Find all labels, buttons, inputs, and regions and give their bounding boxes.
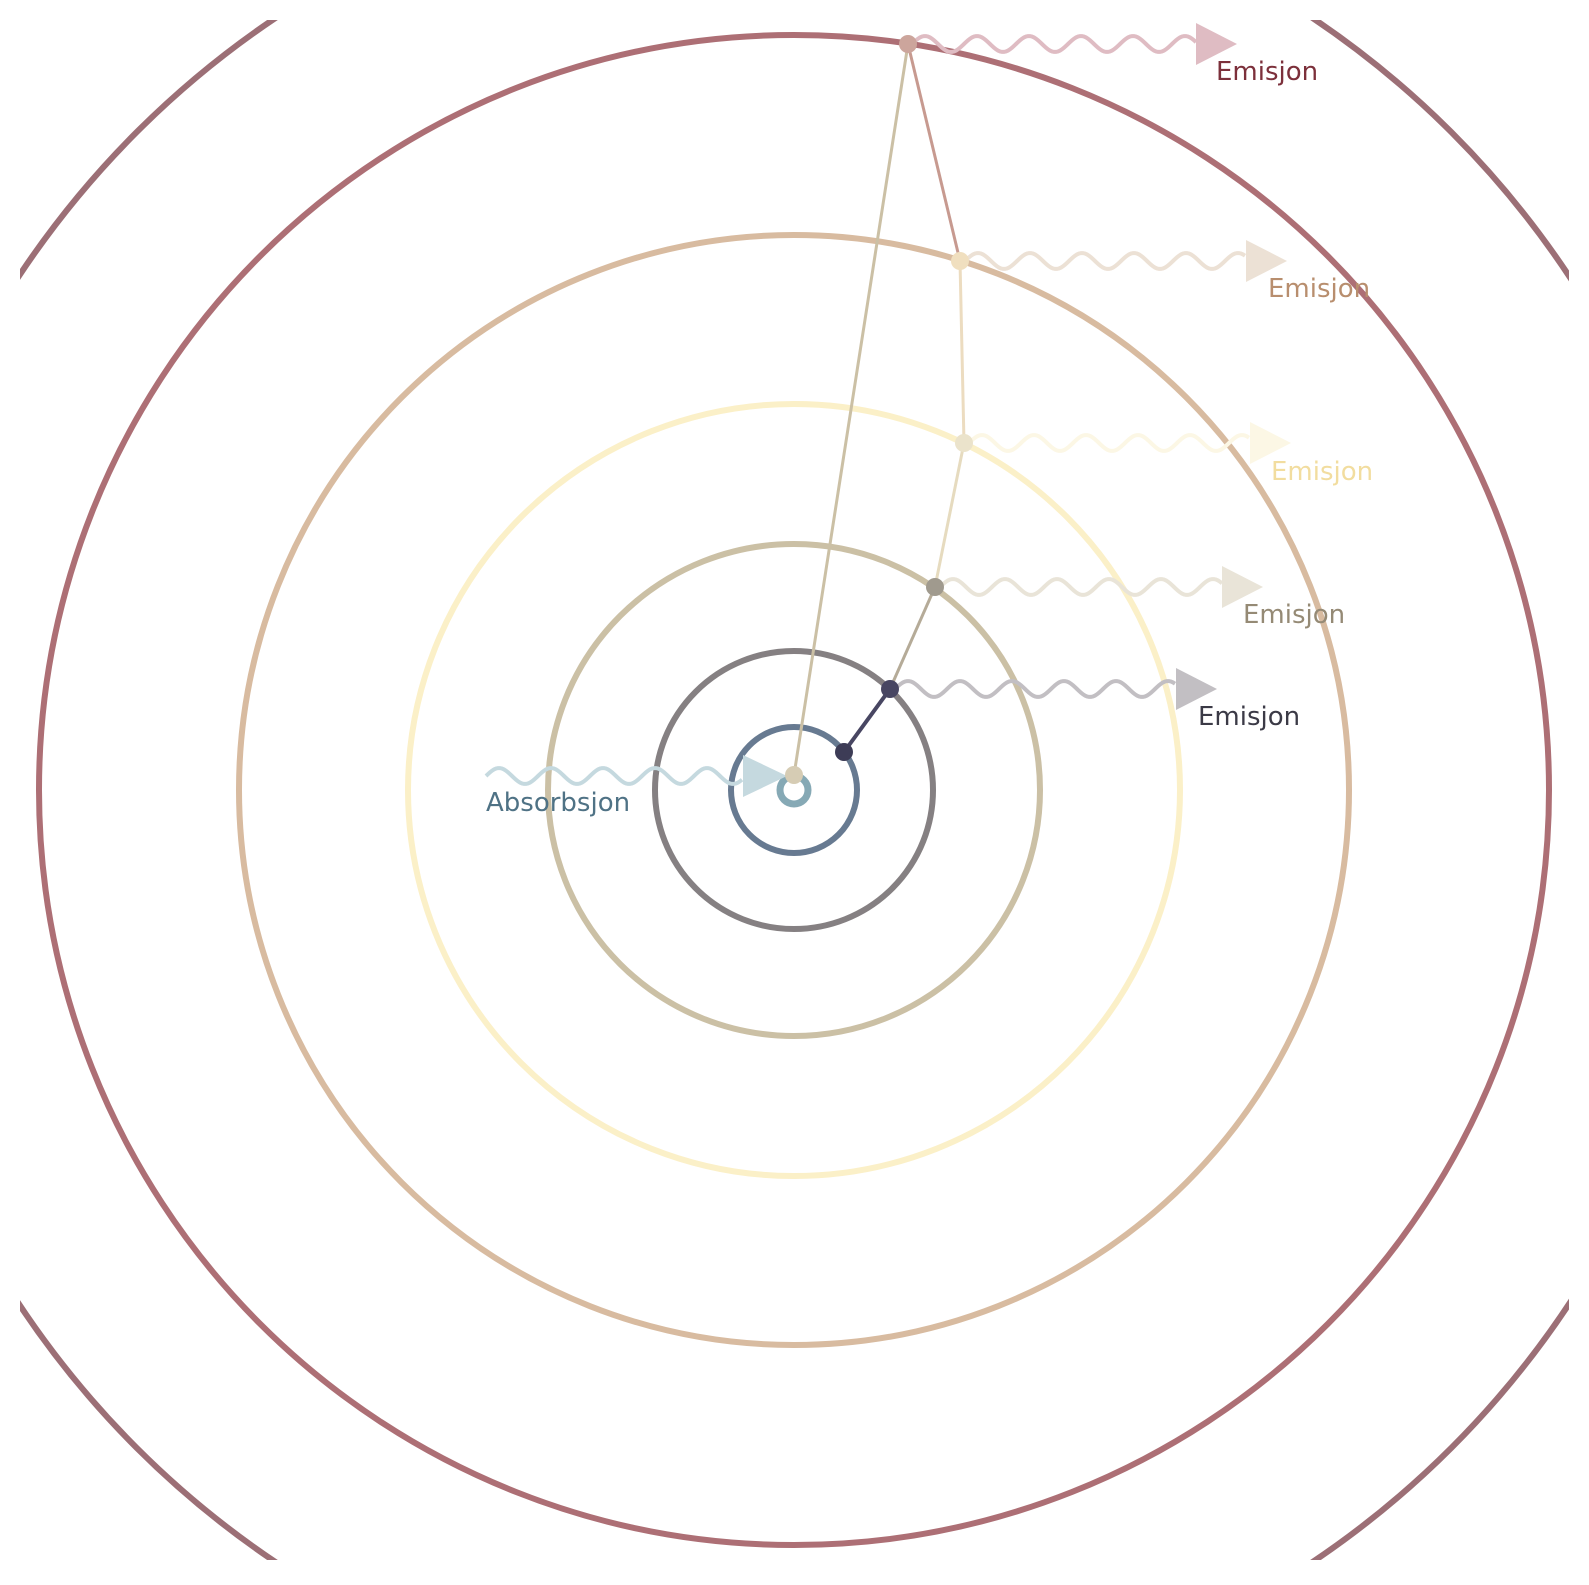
transition-line-5-4 bbox=[958, 260, 966, 444]
emission-label-2: Emisjon bbox=[1198, 702, 1300, 732]
absorption-label: Absorbsjon bbox=[486, 788, 630, 818]
electron-shell-6 bbox=[899, 35, 917, 53]
emission-label-5: Emisjon bbox=[1268, 274, 1370, 304]
emission-arrowhead-4 bbox=[1250, 422, 1291, 464]
shell-4 bbox=[405, 401, 1183, 1179]
electron-excited-start bbox=[785, 766, 803, 784]
emission-wave-4 bbox=[967, 433, 1251, 453]
absorption-arrowhead bbox=[743, 755, 787, 797]
transition-line-2-1 bbox=[842, 687, 892, 754]
emission-arrowhead-2 bbox=[1176, 668, 1217, 710]
emission-label-6: Emisjon bbox=[1216, 57, 1318, 87]
emission-label-3: Emisjon bbox=[1243, 600, 1345, 630]
shell-6 bbox=[36, 32, 1552, 1548]
emission-wave-5 bbox=[963, 251, 1247, 271]
emission-wave-3 bbox=[938, 577, 1224, 597]
transition-line-4-3 bbox=[933, 442, 966, 588]
shell-3 bbox=[545, 541, 1043, 1039]
shell-1 bbox=[728, 724, 860, 856]
transition-line-3-2 bbox=[888, 586, 937, 690]
emission-arrowhead-6 bbox=[1196, 23, 1237, 65]
electron-shell-2 bbox=[881, 680, 899, 698]
electron-shell-5 bbox=[951, 252, 969, 270]
emission-arrowhead-3 bbox=[1222, 566, 1263, 608]
transition-line-excite bbox=[792, 43, 910, 776]
shell-2 bbox=[652, 648, 936, 932]
emission-label-4: Emisjon bbox=[1271, 457, 1373, 487]
transition-line-6-5 bbox=[906, 43, 962, 262]
electron-shell-3 bbox=[926, 578, 944, 596]
emission-arrowhead-5 bbox=[1246, 240, 1287, 282]
absorption-wave bbox=[484, 766, 744, 786]
electron-shell-4 bbox=[955, 434, 973, 452]
electron-shell-1 bbox=[835, 743, 853, 761]
emission-wave-2 bbox=[893, 679, 1177, 699]
shell-5 bbox=[236, 232, 1352, 1348]
emission-wave-6 bbox=[910, 34, 1198, 54]
